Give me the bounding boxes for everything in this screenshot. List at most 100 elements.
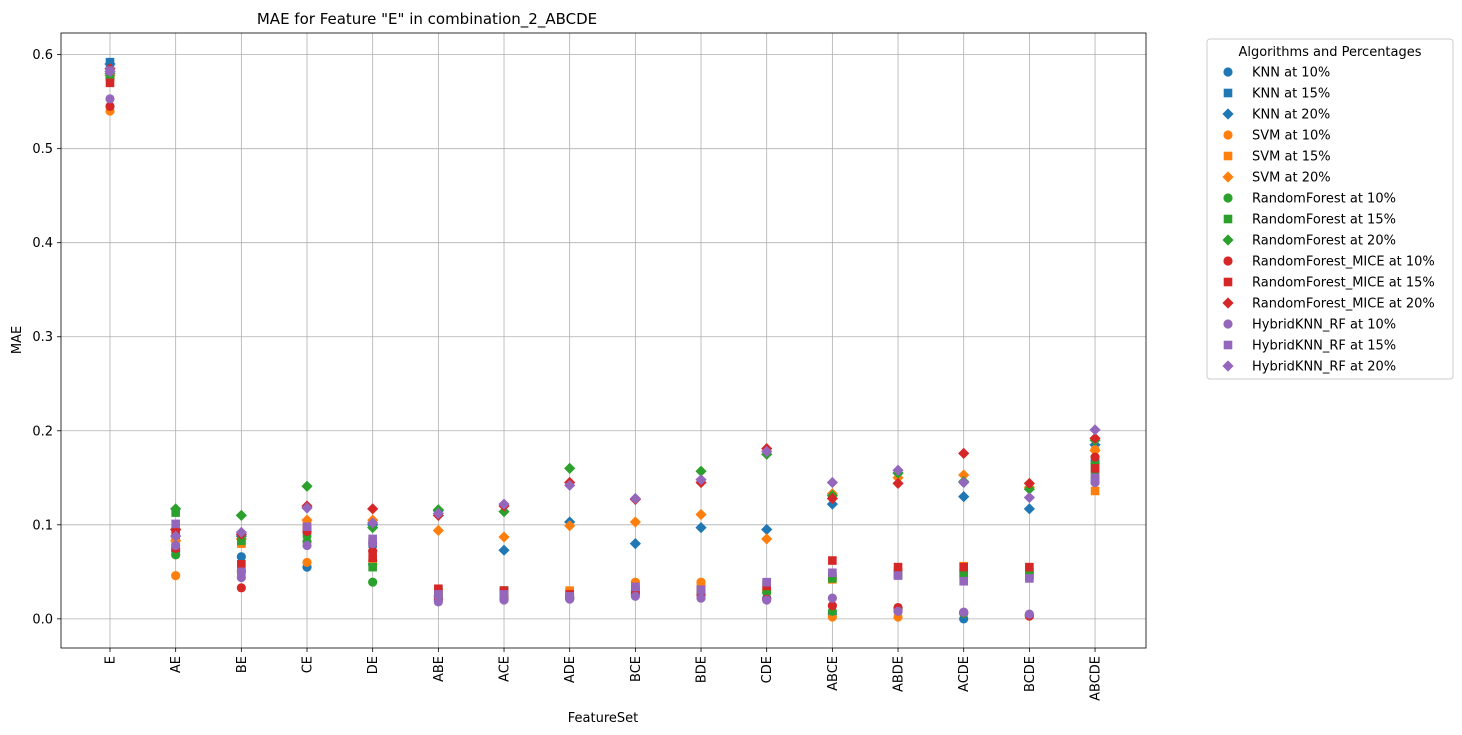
data-point	[564, 520, 576, 532]
data-point	[105, 101, 115, 111]
data-point	[236, 583, 246, 593]
legend-marker	[1223, 340, 1233, 350]
legend-marker	[1222, 297, 1234, 309]
data-point	[761, 533, 773, 545]
legend-label: RandomForest_MICE at 10%	[1252, 255, 1435, 270]
legend-marker	[1222, 108, 1234, 120]
data-point	[958, 469, 970, 481]
legend-label: RandomForest at 10%	[1252, 192, 1396, 207]
data-point	[498, 506, 510, 518]
data-point	[104, 65, 116, 78]
data-point	[368, 553, 377, 563]
data-point	[695, 508, 707, 521]
data-point	[1089, 424, 1101, 436]
legend-label: KNN at 15%	[1252, 87, 1330, 102]
axes: E AE BE CE DE ABE ACE ADE BCE BDE CDE ABCE ABDE ACDE B…	[32, 48, 1103, 701]
legend: Algorithms and Percentages KNN at 10%KNN…	[1206, 38, 1454, 380]
legend-label: RandomForest at 15%	[1252, 213, 1396, 228]
x-tick-label: E	[104, 656, 119, 664]
data-point	[631, 582, 640, 592]
data-point	[302, 522, 312, 531]
legend-label: RandomForest_MICE at 15%	[1252, 276, 1435, 291]
legend-label: HybridKNN_RF at 20%	[1252, 360, 1396, 375]
y-tick-label: 0.1	[32, 518, 53, 533]
data-point	[1023, 477, 1035, 490]
data-point	[695, 465, 707, 477]
data-point	[762, 595, 772, 605]
data-point	[828, 556, 837, 565]
x-tick-label: BDE	[695, 656, 710, 683]
data-point	[1090, 452, 1100, 462]
data-point	[893, 562, 903, 572]
x-tick-label: ACDE	[957, 656, 972, 692]
data-point	[1024, 609, 1034, 619]
data-point	[959, 576, 969, 586]
x-axis-label: FeatureSet	[568, 711, 638, 726]
data-point	[236, 552, 246, 562]
legend-marker	[1223, 214, 1233, 224]
data-point	[826, 492, 838, 505]
data-point	[171, 540, 181, 551]
data-point	[237, 536, 246, 546]
y-tick-label: 0.5	[32, 142, 53, 157]
data-point	[1089, 444, 1101, 457]
data-point	[1090, 464, 1100, 473]
data-point	[958, 476, 970, 489]
x-tick-label: DE	[366, 656, 381, 674]
x-tick-label: ADE	[563, 656, 578, 683]
legend-marker	[1222, 234, 1234, 246]
data-point	[695, 522, 707, 534]
data-point	[171, 550, 181, 560]
data-point	[1023, 503, 1035, 515]
data-point	[237, 567, 246, 577]
x-tick-label: ABE	[432, 656, 447, 682]
legend-frame	[1206, 38, 1454, 380]
legend-label: RandomForest at 20%	[1252, 234, 1396, 249]
data-point	[432, 524, 444, 537]
data-point	[629, 492, 641, 505]
legend-marker	[1223, 88, 1233, 98]
data-point	[1090, 473, 1100, 483]
x-tick-label: BCE	[629, 656, 644, 682]
legend-marker	[1222, 171, 1234, 183]
legend-label: HybridKNN_RF at 15%	[1252, 339, 1396, 354]
data-point	[1023, 491, 1035, 504]
x-tick-label: CDE	[760, 656, 775, 683]
data-point	[1025, 562, 1034, 572]
legend-items: KNN at 10% KNN at 15% KNN at 20% SVM at 10%…	[1222, 66, 1435, 375]
data-point	[826, 476, 838, 489]
data-point	[235, 509, 247, 522]
data-point	[171, 570, 181, 581]
data-point	[959, 570, 969, 579]
data-point	[1025, 574, 1034, 583]
data-point	[696, 585, 706, 594]
data-point	[1023, 483, 1035, 495]
data-point	[498, 498, 510, 510]
data-point	[368, 577, 378, 587]
data-point	[761, 445, 773, 458]
data-point	[630, 591, 640, 601]
legend-label: HybridKNN_RF at 10%	[1252, 318, 1396, 333]
data-point	[368, 562, 377, 572]
data-points	[104, 57, 1101, 624]
plot-frame	[60, 32, 1147, 649]
x-tick-label: ACE	[498, 656, 513, 682]
data-point	[302, 557, 312, 568]
data-point	[958, 491, 970, 503]
y-tick-label: 0.0	[32, 612, 53, 627]
data-point	[629, 538, 641, 550]
x-tick-label: BCDE	[1023, 656, 1038, 692]
chart-title: MAE for Feature "E" in combination_2_ABC…	[257, 10, 597, 29]
data-point	[892, 464, 904, 476]
data-point	[498, 531, 510, 543]
data-point	[432, 507, 444, 520]
data-point	[828, 568, 837, 578]
data-point	[629, 516, 641, 528]
data-point	[368, 534, 377, 544]
y-tick-label: 0.6	[32, 48, 53, 63]
legend-label: RandomForest_MICE at 20%	[1252, 297, 1435, 312]
data-point	[367, 517, 379, 529]
data-point	[105, 94, 115, 104]
y-tick-label: 0.4	[32, 236, 53, 251]
